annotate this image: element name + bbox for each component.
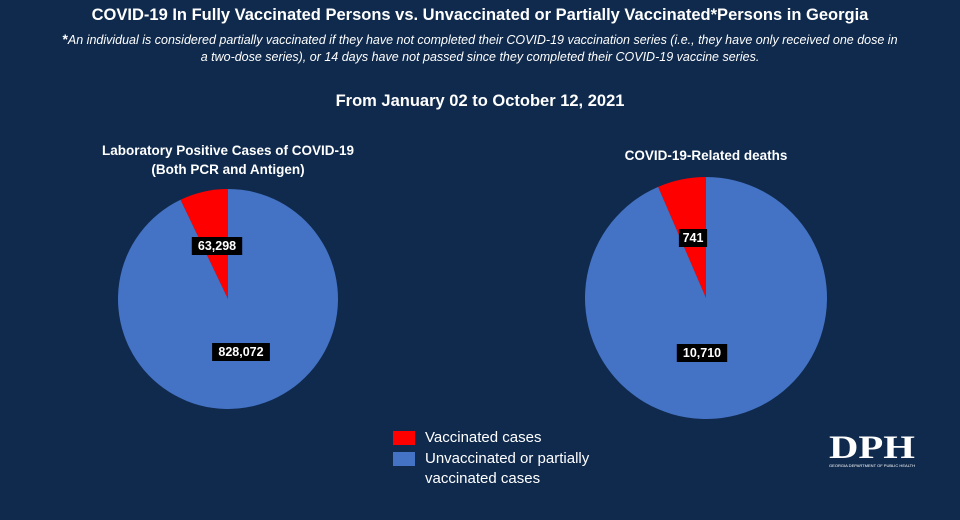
chart-2-slice-unvaccinated xyxy=(585,177,827,419)
dph-logo: DPH GEORGIA DEPARTMENT OF PUBLIC HEALTH xyxy=(829,430,915,468)
legend: Vaccinated cases Unvaccinated or partial… xyxy=(393,428,653,490)
chart-1-data-label-vaccinated: 63,298 xyxy=(191,237,243,255)
dph-logo-subtext: GEORGIA DEPARTMENT OF PUBLIC HEALTH xyxy=(829,463,915,468)
chart-2-data-label-unvaccinated: 10,710 xyxy=(676,344,728,362)
chart-1-title: Laboratory Positive Cases of COVID-19 (B… xyxy=(68,141,388,179)
legend-item-vaccinated: Vaccinated cases xyxy=(393,428,653,448)
legend-swatch-unvaccinated xyxy=(393,452,415,466)
chart-2-data-label-text-vaccinated: 741 xyxy=(683,231,704,245)
chart-1-data-label-box-unvaccinated xyxy=(212,343,270,361)
chart-1-slice-unvaccinated xyxy=(117,189,338,409)
legend-label-unvaccinated: Unvaccinated or partially vaccinated cas… xyxy=(425,450,590,487)
footnote-text: An individual is considered partially va… xyxy=(67,33,898,64)
chart-2-data-label-box-unvaccinated xyxy=(676,344,728,362)
chart-2-data-label-text-unvaccinated: 10,710 xyxy=(683,346,721,360)
chart-1-data-label-box-vaccinated xyxy=(191,237,243,255)
date-range-subtitle: From January 02 to October 12, 2021 xyxy=(335,92,625,110)
chart-1-title-line: Laboratory Positive Cases of COVID-19 xyxy=(101,143,355,158)
chart-2-title: COVID-19-Related deaths xyxy=(546,146,866,165)
legend-swatch-vaccinated xyxy=(393,431,415,445)
chart-1-subtitle-line: (Both PCR and Antigen) xyxy=(151,162,305,177)
legend-label-vaccinated: Vaccinated cases xyxy=(425,429,542,446)
deaths-pie-chart: 741 10,710 xyxy=(585,177,827,419)
legend-item-unvaccinated: Unvaccinated or partially vaccinated cas… xyxy=(393,449,653,489)
chart-2-data-label-vaccinated: 741 xyxy=(678,229,708,247)
chart-2-data-label-box-vaccinated xyxy=(678,229,708,247)
chart-2-title-line: COVID-19-Related deaths xyxy=(624,148,788,163)
chart-1-data-label-text-unvaccinated: 828,072 xyxy=(218,345,263,359)
page-title: COVID-19 In Fully Vaccinated Persons vs.… xyxy=(91,6,869,24)
footnote-marker: * xyxy=(62,31,68,47)
chart-1-data-label-text-vaccinated: 63,298 xyxy=(198,239,236,253)
dph-logo-text: DPH xyxy=(829,430,915,466)
footnote: *An individual is considered partially v… xyxy=(60,31,900,66)
chart-1-data-label-unvaccinated: 828,072 xyxy=(212,343,270,361)
cases-pie-chart: 63,298 828,072 xyxy=(117,189,338,409)
